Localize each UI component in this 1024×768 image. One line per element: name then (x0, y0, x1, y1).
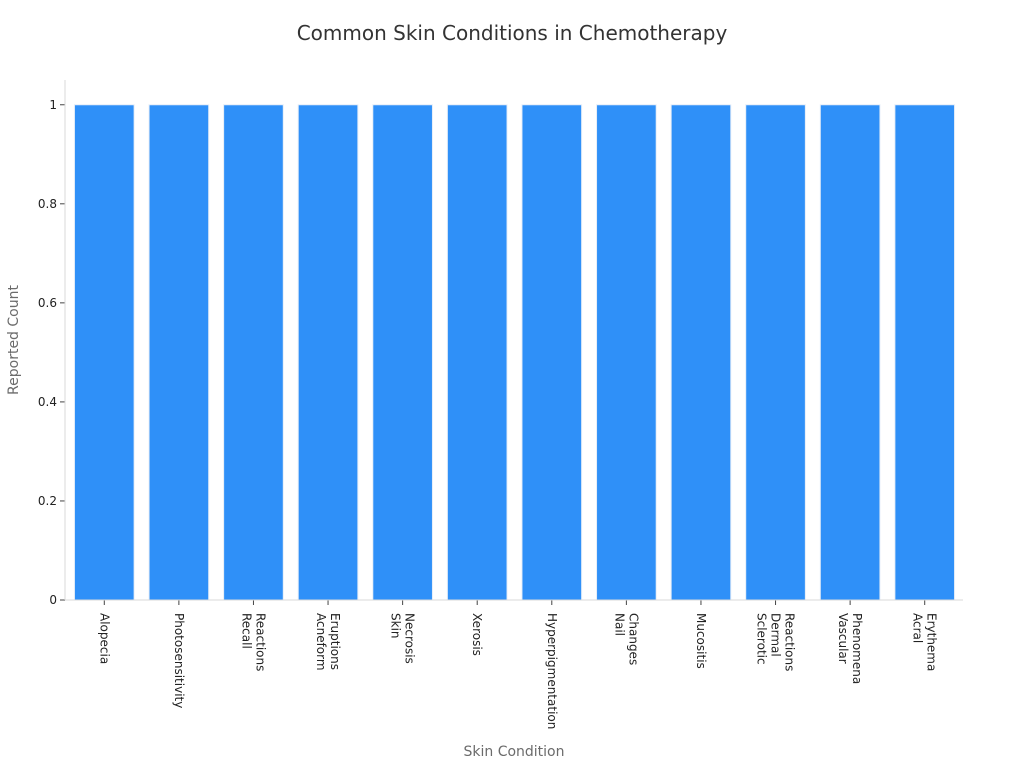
x-axis-label: Skin Condition (463, 744, 564, 760)
x-tick-label: Alopecia (97, 613, 111, 664)
bar (73, 104, 135, 601)
x-tick-label-line: Phenomena (850, 613, 864, 684)
x-tick-label-line: Alopecia (97, 613, 111, 664)
x-tick-label-line: Changes (626, 613, 640, 665)
chart-title: Common Skin Conditions in Chemotherapy (297, 21, 728, 45)
x-tick-label-line: Photosensitivity (172, 613, 186, 708)
bars-group (73, 104, 956, 601)
x-tick-label-line: Recall (239, 613, 253, 649)
x-tick-label: ScleroticDermalReactions (755, 613, 797, 671)
bar (596, 104, 657, 601)
x-tick-label-line: Vascular (836, 613, 850, 664)
bar (372, 104, 433, 601)
x-tick-label-line: Nail (612, 613, 626, 636)
x-tick-label: Xerosis (470, 613, 484, 656)
bar (670, 104, 732, 601)
x-tick-label-line: Reactions (783, 613, 797, 671)
y-tick-label: 0.6 (38, 296, 57, 310)
x-tick-label: RecallReactions (239, 613, 267, 671)
y-tick-label: 0 (49, 593, 57, 607)
x-tick-label-line: Erythema (925, 613, 939, 671)
x-tick-label-line: Acneform (314, 613, 328, 671)
x-tick-label-line: Acral (911, 613, 925, 643)
x-tick-label: Hyperpigmentation (545, 613, 559, 729)
x-tick-label: AcralErythema (911, 613, 939, 671)
x-tick-label-line: Mucositis (694, 613, 708, 669)
bar (223, 104, 284, 601)
bar (297, 104, 359, 601)
y-tick-label: 0.2 (38, 494, 57, 508)
bar (446, 104, 508, 601)
x-tick-label-line: Necrosis (403, 613, 417, 664)
bar (521, 104, 583, 601)
x-tick-label-line: Hyperpigmentation (545, 613, 559, 729)
bar (894, 104, 956, 601)
x-tick-label: Mucositis (694, 613, 708, 669)
bar (819, 104, 881, 601)
x-tick-label: VascularPhenomena (836, 613, 864, 684)
x-tick-label-line: Sclerotic (755, 613, 769, 665)
y-tick-label: 0.8 (38, 197, 57, 211)
x-axis-ticks: Alopecia Photosensitivity RecallReactions A… (97, 600, 939, 729)
y-tick-label: 1 (49, 98, 57, 112)
bar (148, 104, 210, 601)
x-tick-label-line: Eruptions (328, 613, 342, 670)
x-tick-label-line: Xerosis (470, 613, 484, 656)
bar (745, 104, 806, 601)
x-tick-label: AcneformEruptions (314, 613, 342, 671)
x-tick-label: NailChanges (612, 613, 640, 665)
x-tick-label-line: Reactions (253, 613, 267, 671)
y-axis-ticks: 0 0.2 0.4 0.6 0.8 1 (38, 98, 65, 607)
x-tick-label: Photosensitivity (172, 613, 186, 708)
y-axis-label: Reported Count (6, 285, 22, 395)
y-tick-label: 0.4 (38, 395, 57, 409)
x-tick-label: SkinNecrosis (389, 613, 417, 664)
x-tick-label-line: Dermal (769, 613, 783, 657)
x-tick-label-line: Skin (389, 613, 403, 639)
